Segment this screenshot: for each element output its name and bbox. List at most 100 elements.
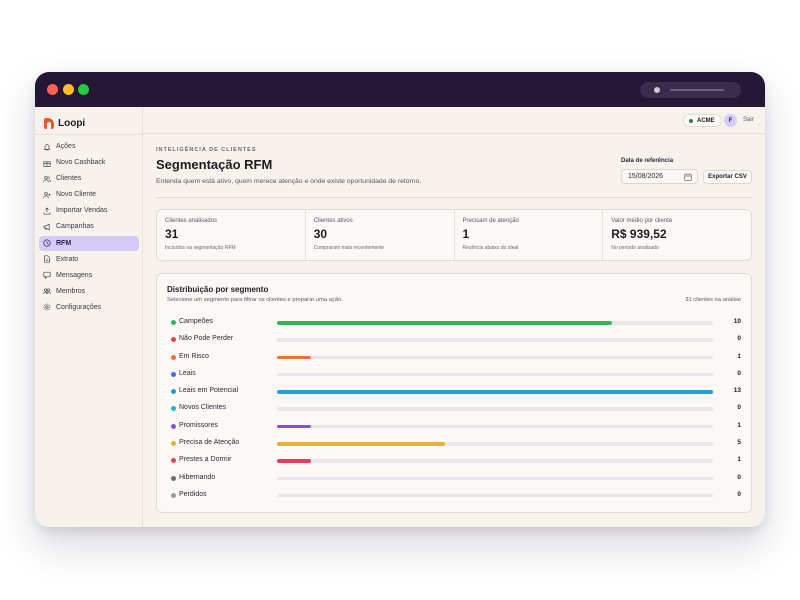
gift-icon xyxy=(43,159,51,167)
segment-count: 1 xyxy=(737,456,741,464)
sidebar-item-rfm[interactable]: RFM xyxy=(39,235,139,251)
kpi-note: Incluídos na segmentação RFM xyxy=(165,245,236,251)
segment-row[interactable]: Precisa de Atenção 5 xyxy=(171,436,741,453)
panel-description: Selecione um segmento para filtrar os cl… xyxy=(167,297,343,303)
segment-bar-track xyxy=(277,372,713,377)
segment-bar-track xyxy=(277,407,713,411)
segment-row[interactable]: Não Pode Perder 0 xyxy=(171,332,741,349)
sidebar-item-label: Membros xyxy=(56,287,86,295)
segment-name: Novos Clientes xyxy=(179,404,227,412)
minimize-window-button[interactable] xyxy=(63,84,74,95)
logo-text: Loopi xyxy=(58,117,86,129)
segment-row[interactable]: Hibernando 0 xyxy=(171,471,741,488)
kpi-label: Clientes ativos xyxy=(313,218,353,224)
segment-row[interactable]: Novos Clientes 0 xyxy=(171,401,741,418)
sidebar-item-novo-cliente[interactable]: Novo Cliente xyxy=(39,187,139,202)
sidebar: Loopi Ações Novo Cashback Clientes Novo Cli… xyxy=(35,107,143,527)
segment-row[interactable]: Perdidos 0 xyxy=(171,488,741,505)
sidebar-item-campanhas[interactable]: Campanhas xyxy=(39,219,139,234)
segment-color-dot xyxy=(171,423,176,429)
reference-date-input[interactable]: 15/08/2026 xyxy=(621,169,698,184)
segment-row[interactable]: Promissores 1 xyxy=(171,419,741,436)
segment-count: 1 xyxy=(737,352,741,360)
sidebar-item-acoes[interactable]: Ações xyxy=(39,139,139,154)
segment-name: Em Risco xyxy=(179,352,209,360)
segment-bar-track xyxy=(277,476,713,481)
segment-bar-track xyxy=(277,493,713,498)
segment-color-dot xyxy=(171,389,176,395)
segment-bar-track xyxy=(277,355,713,360)
kpi-card: Clientes analisados 31 Incluídos na segmen… xyxy=(157,210,306,260)
upload-icon xyxy=(43,207,51,215)
segment-row[interactable]: Prestes a Dormir 1 xyxy=(171,453,741,470)
sidebar-item-configuracoes[interactable]: Configurações xyxy=(39,300,139,315)
logo[interactable]: Loopi xyxy=(44,115,85,131)
segment-color-dot xyxy=(171,475,176,481)
avatar[interactable]: F xyxy=(724,114,737,127)
segment-row[interactable]: Em Risco 1 xyxy=(171,350,741,367)
segment-count: 13 xyxy=(733,387,741,395)
kpi-note: No período analisado xyxy=(611,245,659,251)
sidebar-item-mensagens[interactable]: Mensagens xyxy=(39,268,139,283)
segment-count: 10 xyxy=(733,318,741,325)
sidebar-item-importar-vendas[interactable]: Importar Vendas xyxy=(39,203,139,218)
address-bar[interactable] xyxy=(640,82,741,98)
sidebar-item-label: Extrato xyxy=(56,255,79,263)
segment-bar-track xyxy=(277,424,713,429)
kpi-label: Clientes analisados xyxy=(165,218,218,224)
segment-color-dot xyxy=(171,458,176,464)
segment-distribution-panel: Distribuição por segmento Selecione um s… xyxy=(156,273,752,513)
bell-icon xyxy=(43,143,51,151)
org-switcher[interactable]: ACME xyxy=(683,114,722,127)
clock-icon xyxy=(43,239,51,247)
sidebar-item-label: Ações xyxy=(56,143,76,150)
segment-row[interactable]: Leais 0 xyxy=(171,367,741,384)
sidebar-item-membros[interactable]: Membros xyxy=(39,284,139,299)
kpi-value: R$ 939,52 xyxy=(611,227,667,241)
sidebar-item-novo-cashback[interactable]: Novo Cashback xyxy=(39,155,139,170)
segment-color-dot xyxy=(171,441,176,447)
segment-bar-fill xyxy=(277,321,613,325)
segment-row[interactable]: Campeões 10 xyxy=(171,315,741,332)
segment-count: 0 xyxy=(737,335,741,343)
segment-name: Prestes a Dormir xyxy=(179,456,232,464)
segment-color-dot xyxy=(171,337,176,343)
page-subtitle: Entenda quem está ativo, quem merece ate… xyxy=(156,178,422,185)
org-name: ACME xyxy=(697,117,715,124)
segment-name: Promissores xyxy=(179,421,218,429)
segment-bar-fill xyxy=(277,459,311,463)
segment-name: Leais em Potencial xyxy=(179,387,239,395)
gear-icon xyxy=(43,303,51,311)
segment-bar-track xyxy=(277,321,713,325)
app-window: Loopi Ações Novo Cashback Clientes Novo Cli… xyxy=(35,72,765,527)
kpi-card: Precisam de atenção 1 Recência abaixo do i… xyxy=(455,210,604,260)
segment-color-dot xyxy=(171,371,176,377)
maximize-window-button[interactable] xyxy=(78,84,89,95)
segment-color-dot xyxy=(171,406,176,412)
top-bar: ACME F Sair xyxy=(143,107,765,134)
address-bar-line xyxy=(670,89,724,91)
close-window-button[interactable] xyxy=(47,84,58,95)
sidebar-item-label: RFM xyxy=(56,239,72,247)
kpi-note: Recência abaixo do ideal xyxy=(462,245,519,251)
sidebar-item-label: Importar Vendas xyxy=(56,207,108,215)
segment-row[interactable]: Leais em Potencial 13 xyxy=(171,384,741,401)
sidebar-nav: Ações Novo Cashback Clientes Novo Cliente Im… xyxy=(39,139,139,316)
address-bar-dot-icon xyxy=(654,87,660,93)
export-csv-button[interactable]: Exportar CSV xyxy=(703,170,752,184)
kpi-label: Precisam de atenção xyxy=(462,218,519,224)
main-content: ACME F Sair INTELIGÊNCIA DE CLIENTES Seg… xyxy=(143,107,765,527)
segment-name: Leais xyxy=(179,369,196,377)
segment-bar-track xyxy=(277,442,713,446)
reference-date-value: 15/08/2026 xyxy=(628,173,664,180)
segment-bar-fill xyxy=(277,390,713,394)
sidebar-item-extrato[interactable]: Extrato xyxy=(39,252,139,267)
sidebar-item-label: Novo Cashback xyxy=(56,159,106,167)
segment-count: 0 xyxy=(737,369,741,377)
logout-link[interactable]: Sair xyxy=(743,117,754,123)
segment-name: Precisa de Atenção xyxy=(179,439,240,447)
page-eyebrow: INTELIGÊNCIA DE CLIENTES xyxy=(156,147,257,153)
kpi-value: 30 xyxy=(313,227,328,241)
sidebar-item-label: Campanhas xyxy=(56,223,94,231)
sidebar-item-clientes[interactable]: Clientes xyxy=(39,171,139,186)
